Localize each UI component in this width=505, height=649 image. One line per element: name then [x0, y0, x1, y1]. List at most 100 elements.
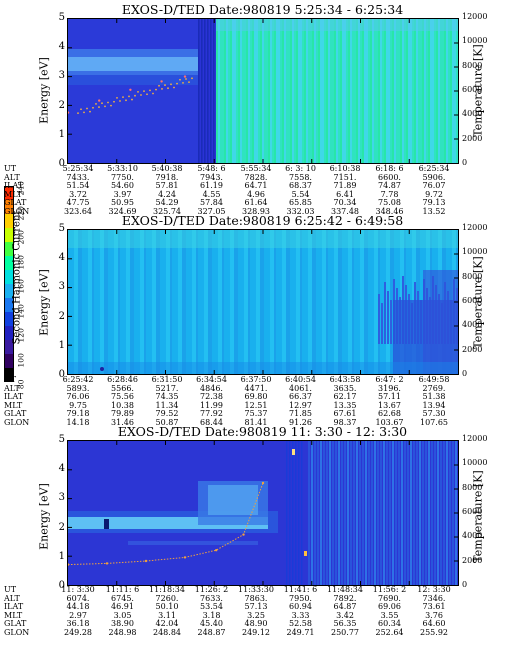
stripe	[422, 19, 424, 163]
stripe	[198, 19, 200, 163]
stripe	[348, 230, 350, 374]
spectrogram-plot	[67, 18, 459, 164]
table-cell: 324.69	[108, 207, 137, 216]
table-cell: 66.37	[289, 392, 312, 402]
row-label: GLAT	[4, 619, 27, 629]
table-cell: 7.78	[380, 189, 399, 199]
table-cell: 7260.	[155, 593, 179, 603]
stripe	[324, 19, 326, 163]
stripe	[320, 441, 322, 585]
table-cell: 47.75	[66, 198, 90, 208]
stripe	[70, 230, 72, 374]
table-cell: 11.99	[200, 400, 223, 410]
stripe	[212, 230, 214, 374]
table-cell: 4.24	[158, 189, 176, 199]
stripe	[222, 19, 224, 163]
stripe	[368, 19, 370, 163]
stripe	[186, 230, 188, 374]
band	[216, 19, 458, 31]
table-cell: 64.87	[333, 602, 357, 612]
table-cell: 250.77	[331, 628, 359, 637]
temperature-tick-label: 2000	[462, 133, 483, 143]
panel-title: EXOS-D/TED Date:980819 11: 3:30 - 12: 3:…	[117, 424, 408, 439]
stripe	[389, 441, 391, 585]
stripe	[166, 230, 168, 374]
row-label: ILAT	[4, 181, 24, 191]
temperature-point	[80, 108, 82, 111]
stripe	[274, 19, 276, 163]
stripe	[388, 19, 390, 163]
stripe	[362, 230, 364, 374]
spectrogram-image	[68, 230, 458, 374]
stripe	[142, 230, 144, 374]
stripe	[138, 230, 140, 374]
stripe	[346, 230, 348, 374]
stripe	[118, 230, 120, 374]
table-cell: 3.97	[113, 189, 132, 199]
table-cell: 5893.	[66, 383, 90, 393]
stripe	[136, 230, 138, 374]
energy-tick-label: 3	[58, 492, 65, 504]
stripe	[192, 230, 194, 374]
stripe	[330, 230, 332, 374]
table-cell: 46.91	[111, 602, 134, 612]
table-cell: 3.55	[380, 610, 399, 620]
stripe	[86, 230, 88, 374]
energy-tick-label: 3	[58, 281, 65, 293]
stripe	[94, 230, 96, 374]
stripe	[286, 230, 288, 374]
table-cell: 68.44	[200, 418, 223, 427]
table-cell: 45.40	[200, 619, 223, 629]
table-cell: 7892.	[333, 593, 357, 603]
table-cell: 248.98	[108, 628, 137, 637]
table-cell: 5566.	[111, 383, 134, 393]
table-cell: 5:33:10	[107, 164, 138, 173]
stripe	[268, 230, 270, 374]
table-cell: 6:25:34	[418, 164, 450, 173]
stripe	[164, 230, 166, 374]
stripe	[408, 19, 410, 163]
temperature-point	[155, 88, 157, 91]
stripe	[232, 230, 234, 374]
stripe	[295, 441, 297, 585]
colorbar-swatch	[4, 298, 14, 313]
temperature-point	[98, 99, 101, 102]
stripe	[286, 19, 288, 163]
table-cell: 75.56	[111, 392, 134, 402]
stripe	[364, 230, 366, 374]
stripe	[323, 441, 325, 585]
spectrogram-image	[68, 19, 458, 163]
row-label: GLAT	[4, 198, 27, 208]
stripe	[356, 441, 358, 585]
table-cell: 72.38	[200, 392, 223, 402]
temperature-point	[161, 88, 163, 90]
temperature-point	[105, 562, 109, 565]
table-cell: 79.89	[111, 409, 134, 419]
stripe	[90, 230, 92, 374]
stripe	[378, 19, 380, 163]
table-cell: 11:56: 2	[372, 585, 407, 594]
table-cell: 11:26: 2	[194, 585, 229, 594]
stripe	[353, 441, 355, 585]
table-cell: 9.75	[69, 400, 87, 410]
stripe	[92, 230, 94, 374]
table-cell: 2769.	[422, 383, 446, 393]
row-label: ALT	[4, 383, 20, 393]
row-label: GLON	[4, 418, 30, 427]
temperature-tick-label: 0	[462, 369, 468, 378]
colorbar-swatch	[4, 186, 14, 201]
temperature-point	[83, 111, 85, 114]
table-cell: 3.18	[202, 610, 221, 620]
stripe	[378, 294, 380, 344]
table-cell: 6:40:54	[285, 375, 316, 384]
table-cell: 36.18	[66, 619, 90, 629]
stripe	[356, 230, 358, 374]
table-cell: 6.41	[336, 189, 354, 199]
stripe	[248, 19, 250, 163]
stripe	[402, 19, 404, 163]
stripe	[290, 19, 292, 163]
temperature-point	[191, 77, 193, 80]
table-cell: 60.94	[289, 602, 312, 612]
temperature-ticks: 12000 10000 8000 6000 4000 2000 0	[461, 434, 501, 590]
temperature-tick-label: 6000	[462, 507, 483, 516]
